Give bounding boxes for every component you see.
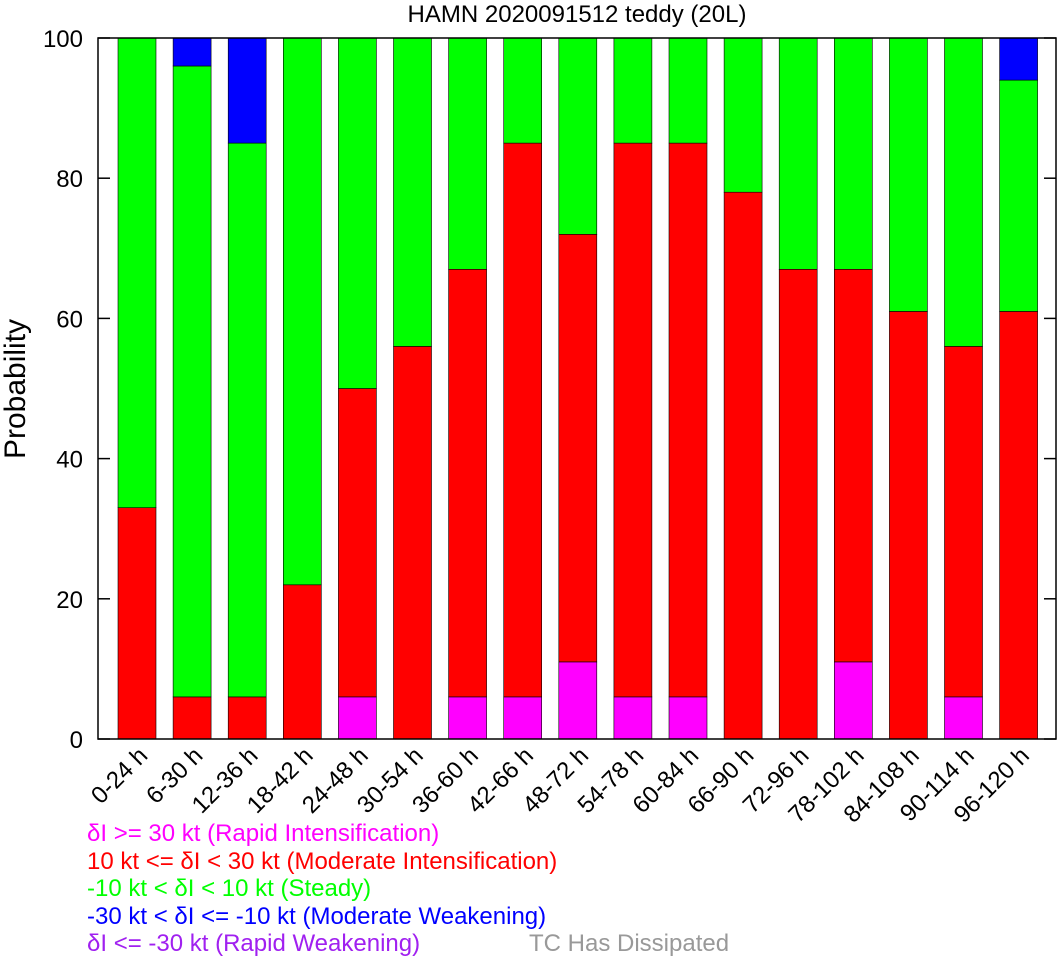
bar-segment bbox=[778, 268, 818, 740]
bar-segment bbox=[668, 142, 708, 698]
bar-segment bbox=[338, 696, 377, 740]
x-tick-label: 0-24 h bbox=[86, 742, 153, 809]
bar-segment bbox=[889, 311, 928, 740]
bar-segment bbox=[833, 268, 873, 663]
y-tick-label: 80 bbox=[56, 166, 83, 193]
bar-segment bbox=[613, 142, 653, 698]
y-tick-label: 100 bbox=[43, 26, 83, 53]
bar-segment bbox=[282, 37, 322, 586]
bar-segment bbox=[558, 234, 598, 663]
bar-segment bbox=[723, 37, 763, 193]
bar-segment bbox=[889, 37, 928, 312]
bar-segment bbox=[448, 696, 487, 740]
bar-segment bbox=[172, 696, 212, 740]
bar-segment bbox=[338, 37, 377, 389]
y-tick-label: 0 bbox=[70, 727, 83, 754]
bar-segment bbox=[558, 37, 598, 235]
chart-title: HAMN 2020091512 teddy (20L) bbox=[408, 1, 747, 28]
bar-segment bbox=[999, 311, 1038, 740]
bar-segment bbox=[393, 346, 432, 740]
bar-segment bbox=[503, 696, 543, 740]
bar-segment bbox=[613, 37, 653, 144]
y-tick-label: 20 bbox=[56, 587, 83, 614]
bar-segment bbox=[944, 37, 983, 347]
bar-segment bbox=[172, 65, 212, 698]
legend-item: -10 kt < δI < 10 kt (Steady) bbox=[87, 875, 372, 902]
bar-segment bbox=[503, 37, 543, 144]
bar-segment bbox=[227, 37, 267, 144]
legend-item: -30 kt < δI <= -10 kt (Moderate Weakenin… bbox=[87, 902, 547, 930]
bar-segment bbox=[833, 661, 873, 740]
bar-segment bbox=[503, 142, 543, 698]
legend-item: δI >= 30 kt (Rapid Intensification) bbox=[87, 820, 440, 847]
bar-segment bbox=[723, 191, 763, 740]
legend-item-dissipated: TC Has Dissipated bbox=[529, 930, 730, 957]
bar-segment bbox=[227, 696, 267, 740]
bar-segment bbox=[778, 37, 818, 270]
bar-segment bbox=[448, 268, 487, 698]
bar-segment bbox=[227, 142, 267, 698]
bar-segment bbox=[999, 37, 1038, 81]
plot-frame bbox=[97, 37, 1057, 740]
legend-item: 10 kt <= δI < 30 kt (Moderate Intensific… bbox=[87, 847, 558, 875]
bar-segment bbox=[999, 79, 1038, 312]
y-tick-label: 60 bbox=[56, 306, 83, 333]
bar-segment bbox=[282, 584, 322, 740]
bar-segment bbox=[944, 346, 983, 698]
bar-segment bbox=[944, 696, 983, 740]
y-tick-label: 40 bbox=[56, 447, 83, 474]
bar-segment bbox=[668, 37, 708, 144]
y-axis-label: Probability bbox=[0, 319, 32, 459]
bar-segment bbox=[613, 696, 653, 740]
legend-item: δI <= -30 kt (Rapid Weakening) bbox=[87, 930, 421, 957]
bar-segment bbox=[448, 37, 487, 270]
bar-segment bbox=[117, 37, 157, 509]
bar-segment bbox=[338, 388, 377, 698]
bar-segment bbox=[833, 37, 873, 270]
bar-segment bbox=[668, 696, 708, 740]
bar-segment bbox=[558, 661, 598, 740]
bar-segment bbox=[172, 37, 212, 67]
bar-segment bbox=[393, 37, 432, 347]
bar-segment bbox=[117, 507, 157, 740]
bars-layer bbox=[117, 37, 1038, 740]
